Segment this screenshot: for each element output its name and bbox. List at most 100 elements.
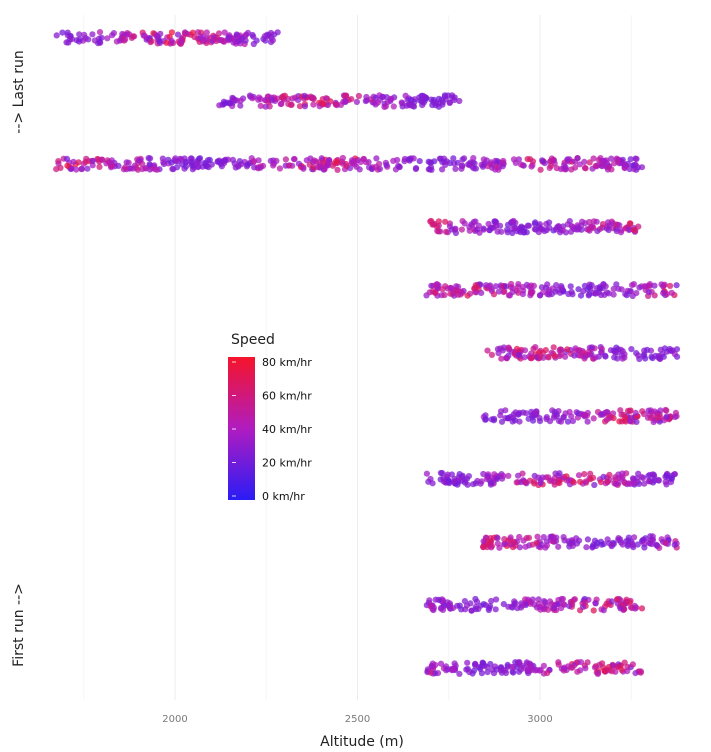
data-point [647, 533, 654, 540]
data-point [128, 34, 135, 42]
data-point [574, 224, 581, 231]
data-point [499, 163, 506, 170]
data-point [449, 666, 457, 674]
data-point [303, 157, 310, 164]
data-point [500, 289, 507, 296]
data-point [544, 606, 552, 613]
data-point [483, 475, 490, 482]
data-point [528, 282, 535, 289]
data-point [532, 219, 539, 226]
data-point [108, 162, 115, 170]
data-point [622, 291, 629, 298]
data-point [130, 165, 137, 172]
data-point [201, 160, 208, 167]
data-point [603, 160, 611, 167]
data-point [53, 32, 60, 39]
data-point [257, 102, 264, 109]
data-point [654, 414, 661, 421]
data-point [529, 158, 537, 165]
data-point [480, 538, 487, 545]
data-point [539, 226, 546, 233]
data-point [464, 481, 471, 488]
data-point [511, 417, 519, 424]
data-point [561, 664, 568, 671]
data-point [405, 156, 412, 163]
data-point [585, 348, 592, 356]
data-point [480, 601, 487, 608]
data-point [651, 292, 658, 299]
data-point [469, 670, 476, 677]
data-point [605, 226, 612, 234]
data-point [427, 218, 434, 225]
data-point [672, 413, 679, 421]
data-point [487, 479, 494, 486]
data-point [645, 539, 653, 547]
data-point [189, 29, 196, 36]
data-point [262, 103, 269, 110]
data-point [65, 39, 72, 46]
data-point [609, 668, 616, 675]
data-point [608, 155, 615, 162]
data-point [627, 288, 634, 295]
data-point [629, 661, 637, 668]
data-point [635, 223, 642, 230]
data-point [206, 34, 214, 41]
data-point [536, 418, 544, 425]
data-point [525, 222, 533, 229]
data-point [346, 165, 354, 172]
data-point [668, 289, 675, 296]
data-point [594, 539, 601, 547]
data-point [468, 607, 475, 614]
data-point [428, 662, 435, 669]
data-point [638, 605, 646, 612]
data-point [439, 166, 446, 173]
data-point [497, 222, 504, 229]
data-point [590, 607, 597, 614]
data-point [286, 162, 293, 169]
data-point [639, 408, 646, 415]
x-tick-label: 2000 [162, 714, 187, 725]
data-point [591, 481, 598, 489]
data-point [451, 475, 458, 483]
data-point [519, 284, 527, 291]
data-point [508, 280, 515, 288]
data-point [439, 286, 446, 293]
data-point [569, 291, 576, 298]
data-point [475, 222, 482, 229]
legend-labels: 80 km/hr 60 km/hr 40 km/hr 20 km/hr 0 km/hr [232, 356, 312, 503]
data-point [498, 418, 506, 425]
data-point [618, 227, 625, 234]
data-point [586, 218, 593, 226]
data-point [425, 166, 432, 173]
data-point [268, 97, 276, 104]
data-point [663, 472, 670, 479]
data-point [592, 162, 599, 169]
legend-title: Speed [231, 332, 275, 348]
data-point [480, 543, 487, 551]
data-point [503, 354, 510, 361]
data-point [660, 353, 667, 360]
data-point [533, 604, 541, 611]
data-point [439, 606, 447, 614]
data-point [416, 158, 423, 165]
data-point [579, 218, 586, 225]
data-point [464, 659, 471, 666]
data-point [540, 534, 547, 541]
data-point [588, 344, 596, 351]
data-point [104, 35, 111, 42]
data-point [441, 291, 448, 299]
data-point [510, 156, 518, 163]
data-point [408, 96, 415, 103]
data-point [277, 101, 284, 108]
data-point [145, 155, 152, 162]
data-point [619, 473, 626, 480]
data-point [123, 159, 130, 166]
data-point [485, 606, 492, 614]
data-point [555, 417, 563, 424]
data-point [662, 540, 669, 547]
data-point [182, 30, 189, 37]
data-point [482, 416, 490, 423]
data-point [577, 659, 585, 666]
data-point [554, 224, 561, 231]
